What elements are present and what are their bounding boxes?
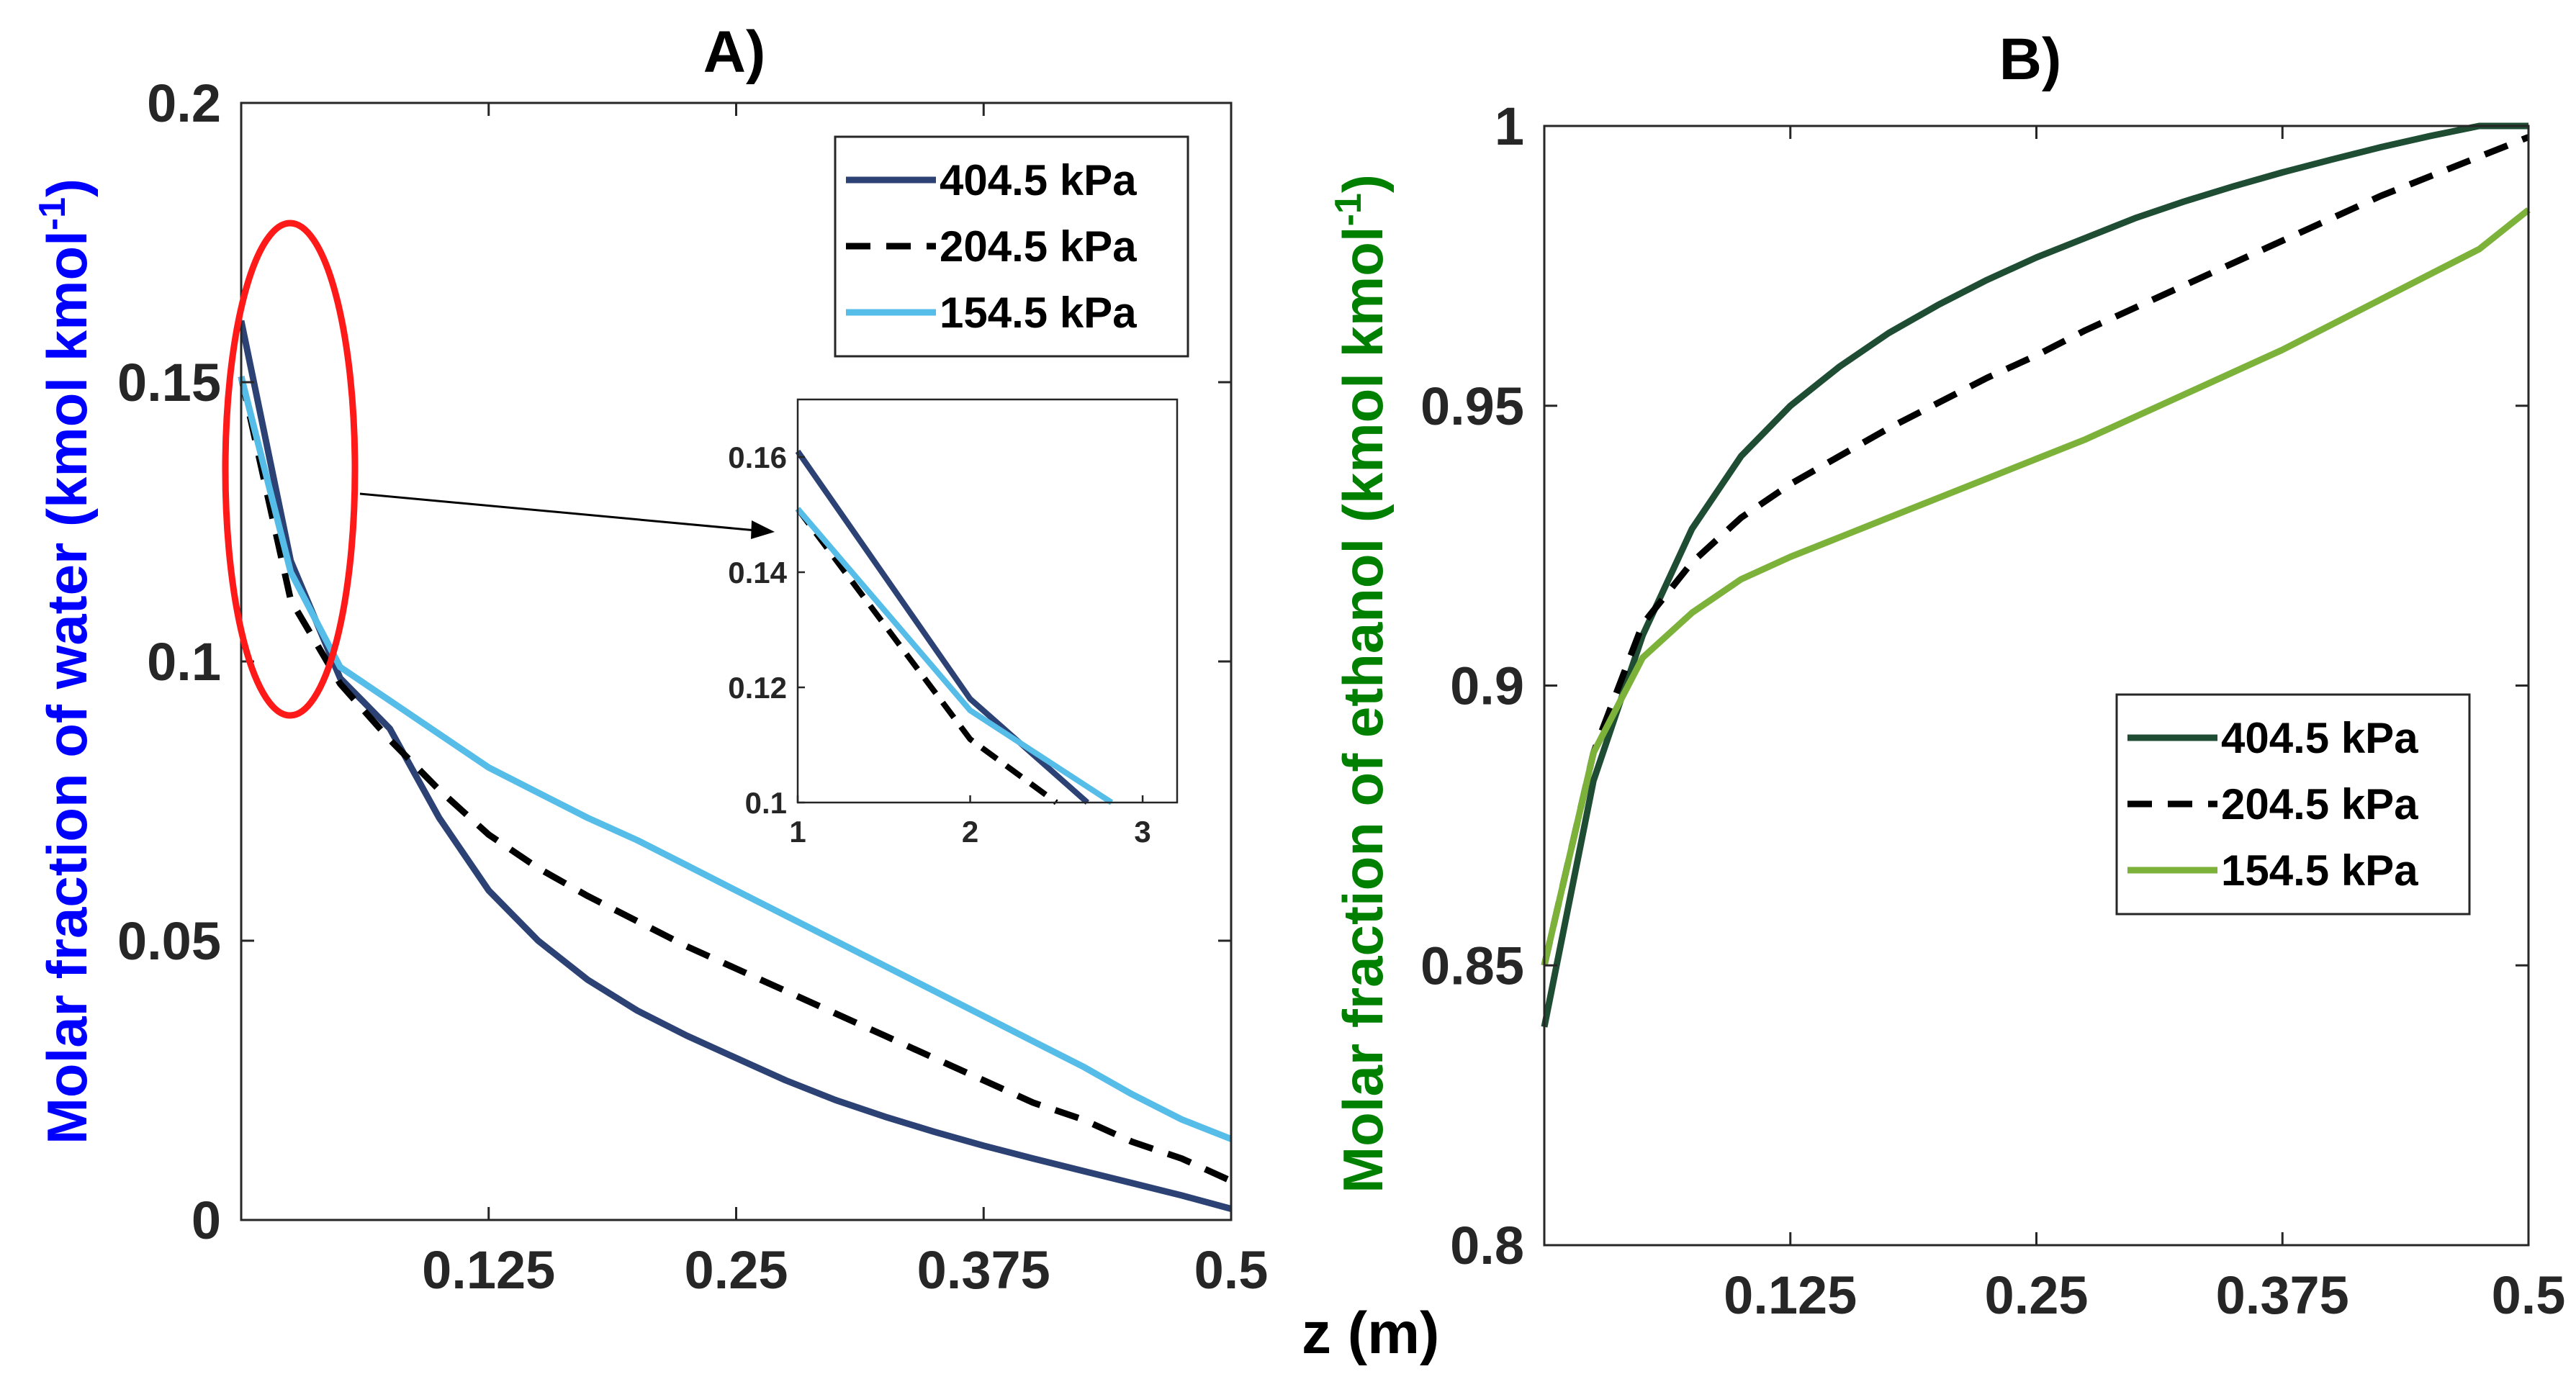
- y-tick-label: 0: [192, 1190, 221, 1250]
- x-tick-label: 0.375: [917, 1240, 1050, 1300]
- y-tick-label: 1: [1495, 96, 1524, 156]
- inset-series-line-204-5-kpa: [795, 507, 1058, 805]
- inset-plot: 1 2 3 0.1 0.12 0.14 0.16: [728, 398, 1179, 849]
- y-tick-label: 0.15: [117, 353, 221, 412]
- y-label-prefix: Molar fraction of: [1331, 738, 1395, 1193]
- y-tick-label: 0.05: [117, 911, 221, 971]
- legend: 404.5 kPa 204.5 kPa 154.5 kPa: [2115, 693, 2471, 916]
- inset-y-tick-label: 0.16: [728, 440, 787, 474]
- y-tick-label: 0.2: [147, 73, 221, 133]
- panel-a: 0.125 0.25 0.375 0.5 0 0.05 0.1 0.15 0.2 A) Molar …: [32, 19, 1268, 1300]
- y-axis-label: Molar fraction of ethanol (kmol kmol-1): [1328, 174, 1395, 1193]
- y-axis-label: Molar fraction of water (kmol kmol-1): [32, 178, 99, 1144]
- highlight-ellipse: [222, 220, 359, 719]
- y-tick-label: 0.1: [147, 632, 221, 692]
- inset-y-tick-label: 0.12: [728, 671, 787, 705]
- inset-series-line-404-5-kpa: [795, 449, 1090, 805]
- series-line-154-5-kpa: [238, 376, 1233, 1142]
- inset-x-tick-label: 3: [1134, 815, 1150, 849]
- panel-title: A): [703, 19, 766, 85]
- legend-label-404-5-kpa: 404.5 kPa: [2221, 714, 2418, 762]
- inset-series-line-154-5-kpa: [795, 507, 1114, 805]
- axes-box: [1543, 125, 2530, 1247]
- legend-label-204-5-kpa: 204.5 kPa: [940, 222, 1137, 271]
- inset-y-tick-label: 0.1: [745, 786, 787, 820]
- arrow-head: [751, 520, 775, 539]
- inset-x-tick-label: 2: [962, 815, 978, 849]
- legend-label-204-5-kpa: 204.5 kPa: [2221, 780, 2418, 828]
- inset-y-tick-label: 0.14: [728, 556, 787, 589]
- panel-title: B): [1999, 27, 2062, 92]
- legend: 404.5 kPa 204.5 kPa 154.5 kPa: [834, 135, 1189, 358]
- y-tick-label: 0.9: [1450, 656, 1524, 716]
- y-label-superscript: -1: [32, 197, 73, 230]
- y-label-word: water: [35, 543, 99, 690]
- y-label-suffix: (kmol kmol: [1331, 226, 1395, 538]
- panel-b: 0.125 0.25 0.375 0.5 0.8 0.85 0.9 0.95 1 B) Molar …: [1328, 27, 2565, 1325]
- arrow-line: [359, 492, 757, 532]
- x-axis-label: z (m): [1302, 1301, 1439, 1366]
- series-line-204-5-kpa: [1541, 134, 2530, 967]
- series-line-404-5-kpa: [1541, 122, 2528, 1028]
- inset-x-tick-label: 1: [789, 815, 806, 849]
- y-label-superscript: -1: [1328, 193, 1369, 226]
- y-label-suffix: (kmol kmol: [35, 230, 99, 542]
- y-label-close: ): [1331, 174, 1395, 193]
- x-tick-label: 0.125: [422, 1240, 555, 1300]
- x-tick-label: 0.375: [2216, 1265, 2349, 1325]
- y-label-word: ethanol: [1331, 538, 1395, 738]
- x-tick-label: 0.5: [1194, 1240, 1269, 1300]
- y-label-prefix: Molar fraction of: [35, 689, 99, 1144]
- x-tick-label: 0.5: [2492, 1265, 2566, 1325]
- legend-label-154-5-kpa: 154.5 kPa: [2221, 846, 2418, 895]
- inset-background: [798, 399, 1177, 803]
- x-tick-label: 0.25: [1984, 1265, 2088, 1325]
- series-line-154-5-kpa: [1541, 207, 2531, 967]
- y-tick-label: 0.85: [1420, 936, 1524, 995]
- x-tick-label: 0.25: [684, 1240, 788, 1300]
- inset-axes-box: [796, 398, 1179, 804]
- legend-label-404-5-kpa: 404.5 kPa: [940, 156, 1137, 204]
- legend-label-154-5-kpa: 154.5 kPa: [940, 289, 1137, 337]
- x-tick-label: 0.125: [1724, 1265, 1857, 1325]
- y-tick-label: 0.8: [1450, 1216, 1524, 1275]
- series-line-204-5-kpa: [238, 376, 1233, 1184]
- y-tick-label: 0.95: [1420, 376, 1524, 436]
- y-label-close: ): [35, 178, 99, 197]
